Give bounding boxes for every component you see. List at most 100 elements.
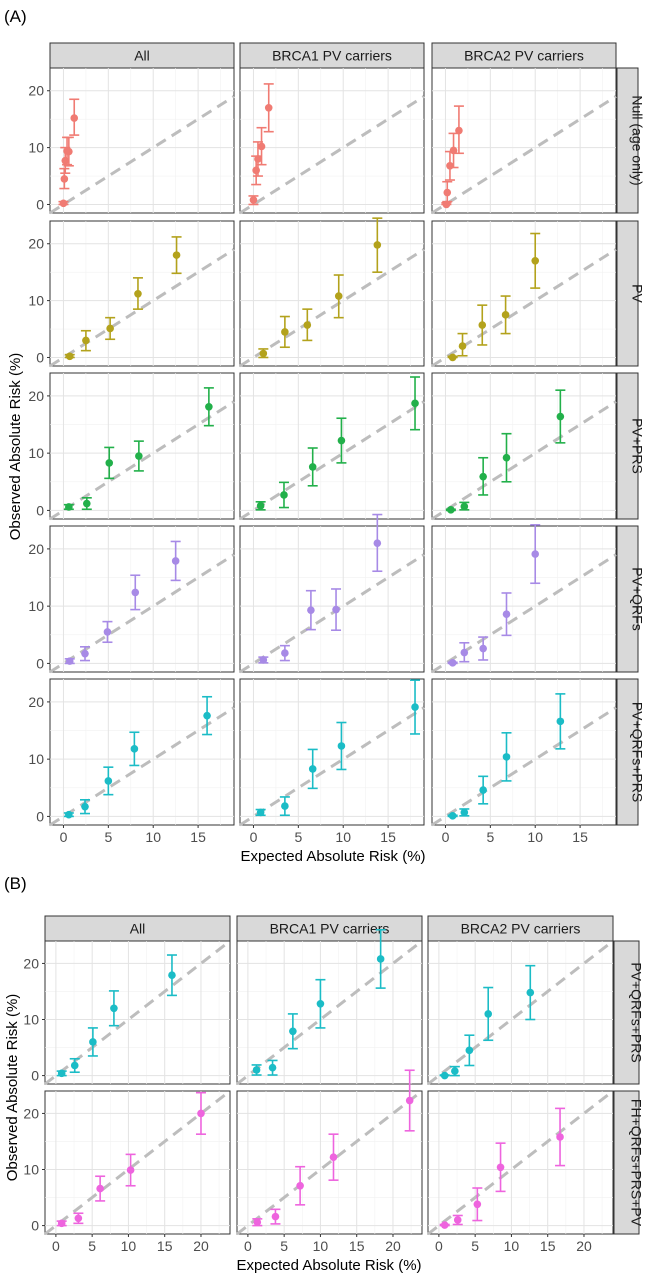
- x-tick-label: 5: [294, 829, 302, 845]
- data-point: [501, 311, 510, 319]
- facet-background: [431, 67, 617, 214]
- data-point: [81, 649, 89, 658]
- data-point: [448, 812, 457, 820]
- data-point: [405, 1096, 414, 1105]
- x-axis-title: Expected Absolute Risk (%): [236, 1257, 421, 1274]
- row-strip: [616, 525, 639, 673]
- data-point: [465, 1046, 474, 1055]
- data-point: [83, 499, 91, 508]
- data-point: [373, 539, 382, 547]
- x-tick-label: 0: [52, 1238, 60, 1254]
- x-tick-label: 10: [145, 829, 161, 845]
- facet-background: [431, 372, 617, 520]
- x-tick-label: 15: [349, 1238, 365, 1254]
- y-tick-label: 10: [28, 598, 44, 614]
- data-point: [82, 336, 90, 345]
- facet-background: [239, 372, 425, 520]
- facet-cell: 0 5 10 15 20: [427, 1089, 614, 1254]
- data-point: [254, 155, 262, 163]
- row-strip: [616, 220, 639, 367]
- data-point: [329, 1153, 338, 1161]
- reference-line: [49, 706, 235, 827]
- row-strip: [616, 372, 639, 520]
- data-point: [337, 742, 346, 750]
- y-tick-label: 10: [28, 140, 44, 156]
- data-point: [57, 1069, 66, 1078]
- data-point: [57, 1219, 66, 1228]
- reference-line: [49, 400, 235, 521]
- data-point: [453, 1216, 462, 1224]
- data-point: [446, 162, 454, 170]
- data-point: [332, 605, 340, 614]
- data-point: [105, 459, 114, 467]
- data-point: [104, 777, 113, 785]
- reference-line: [49, 553, 235, 674]
- x-tick-label: 10: [504, 1238, 520, 1254]
- row-strip: [613, 940, 640, 1085]
- y-axis-title: Observed Absolute Risk (%): [7, 353, 24, 541]
- data-point: [442, 200, 451, 209]
- data-point: [135, 452, 143, 460]
- y-tick-label: 0: [36, 349, 44, 365]
- data-point: [172, 251, 181, 259]
- x-tick-label: 15: [572, 829, 588, 845]
- facet-cell: [236, 928, 423, 1086]
- column-strip: [239, 42, 425, 69]
- x-tick-label: 5: [280, 1238, 288, 1254]
- facet-cell: 0 5 10 15: [431, 678, 617, 845]
- facet-cell: [239, 217, 425, 368]
- y-tick-label: 0: [31, 1068, 39, 1084]
- data-point: [197, 1109, 205, 1118]
- data-point: [130, 745, 139, 753]
- data-point: [531, 257, 540, 265]
- data-point: [259, 349, 268, 358]
- data-point: [268, 1063, 277, 1072]
- facet-cell: [239, 372, 425, 521]
- x-tick-label: 20: [193, 1238, 209, 1254]
- data-point: [134, 289, 142, 298]
- facet-cell: [431, 67, 617, 215]
- y-tick-label: 20: [28, 236, 44, 252]
- data-point: [455, 126, 463, 135]
- facet-cell: [431, 372, 617, 521]
- y-tick-label: 20: [28, 388, 44, 404]
- column-label: BRCA2 PV carriers: [464, 48, 584, 64]
- data-point: [337, 436, 346, 445]
- data-point: [303, 321, 312, 329]
- y-tick-label: 10: [23, 1012, 39, 1028]
- data-point: [411, 399, 419, 408]
- data-point: [440, 1221, 449, 1229]
- x-tick-label: 5: [486, 829, 494, 845]
- data-point: [448, 659, 457, 667]
- row-label: PV+QRFs+PRS: [629, 962, 645, 1062]
- data-point: [496, 1163, 505, 1172]
- facet-cell: 0 5 10 15: [239, 678, 425, 845]
- data-point: [376, 955, 385, 963]
- y-tick-label: 10: [28, 445, 44, 461]
- data-point: [70, 1061, 79, 1070]
- data-point: [316, 1000, 325, 1008]
- x-tick-label: 0: [244, 1238, 252, 1254]
- y-tick-label: 10: [23, 1162, 39, 1178]
- data-point: [556, 412, 565, 421]
- reference-line: [239, 400, 425, 521]
- row-label: PV+PRS: [630, 418, 646, 474]
- facet-background: [239, 525, 425, 673]
- column-label: BRCA1 PV carriers: [270, 921, 390, 937]
- data-point: [296, 1181, 304, 1190]
- reference-line: [49, 248, 235, 368]
- reference-line: [427, 939, 614, 1086]
- data-point: [168, 971, 176, 980]
- facet-background: [431, 525, 617, 673]
- data-point: [478, 321, 487, 329]
- x-tick-label: 5: [88, 1238, 96, 1254]
- x-tick-label: 0: [435, 1238, 443, 1254]
- reference-line: [431, 400, 617, 521]
- data-point: [203, 711, 211, 720]
- data-point: [253, 1218, 262, 1227]
- column-label: All: [130, 921, 146, 937]
- x-tick-label: 15: [540, 1238, 556, 1254]
- data-point: [308, 463, 317, 471]
- data-point: [556, 717, 565, 726]
